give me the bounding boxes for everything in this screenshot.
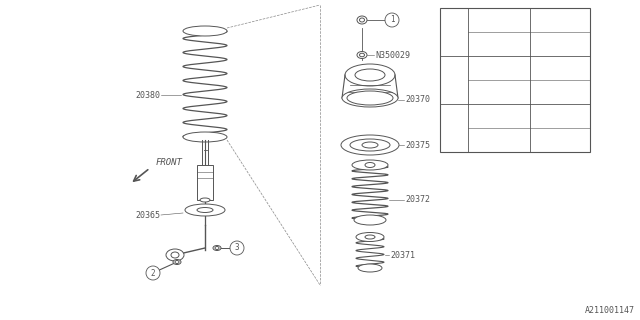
Ellipse shape xyxy=(171,252,179,258)
Ellipse shape xyxy=(345,64,395,86)
Text: FRONT: FRONT xyxy=(156,158,183,167)
Text: 3: 3 xyxy=(235,244,239,252)
Circle shape xyxy=(446,72,462,88)
Ellipse shape xyxy=(149,270,157,276)
Text: 1: 1 xyxy=(390,15,394,25)
Text: (1606- ): (1606- ) xyxy=(533,135,570,145)
Text: M000435: M000435 xyxy=(471,87,504,97)
Text: 20372: 20372 xyxy=(405,196,430,204)
Ellipse shape xyxy=(347,91,393,105)
Text: 20380: 20380 xyxy=(135,91,160,100)
Circle shape xyxy=(385,13,399,27)
Text: 20365: 20365 xyxy=(135,211,160,220)
Text: 20375: 20375 xyxy=(405,140,430,149)
Text: 20370: 20370 xyxy=(405,95,430,105)
Ellipse shape xyxy=(354,215,386,225)
Text: A211001147: A211001147 xyxy=(585,306,635,315)
Text: 20371: 20371 xyxy=(390,251,415,260)
Ellipse shape xyxy=(355,69,385,81)
Ellipse shape xyxy=(365,235,375,239)
Circle shape xyxy=(446,120,462,136)
Ellipse shape xyxy=(197,207,213,212)
Ellipse shape xyxy=(183,132,227,142)
Ellipse shape xyxy=(350,139,390,151)
Text: 2: 2 xyxy=(150,268,156,277)
Text: N350032: N350032 xyxy=(471,111,504,121)
Text: (1311- ): (1311- ) xyxy=(533,87,570,97)
Text: ( -1311): ( -1311) xyxy=(533,63,570,73)
Circle shape xyxy=(146,266,160,280)
Ellipse shape xyxy=(166,249,184,261)
Text: N350029: N350029 xyxy=(471,15,504,25)
Ellipse shape xyxy=(358,264,382,272)
Ellipse shape xyxy=(183,26,227,36)
Text: 3: 3 xyxy=(452,124,456,132)
Text: ( -1202): ( -1202) xyxy=(533,15,570,25)
Ellipse shape xyxy=(185,204,225,216)
Ellipse shape xyxy=(175,260,179,263)
Ellipse shape xyxy=(356,233,384,242)
Ellipse shape xyxy=(352,160,388,170)
Ellipse shape xyxy=(342,89,398,107)
Text: ( -1606): ( -1606) xyxy=(533,111,570,121)
Ellipse shape xyxy=(341,135,399,155)
Ellipse shape xyxy=(357,16,367,24)
Text: 1: 1 xyxy=(452,28,456,36)
Bar xyxy=(440,8,590,152)
Text: 2: 2 xyxy=(452,76,456,84)
Text: N350029: N350029 xyxy=(375,51,410,60)
Ellipse shape xyxy=(213,245,221,251)
Ellipse shape xyxy=(360,53,365,57)
Circle shape xyxy=(446,24,462,40)
Ellipse shape xyxy=(200,198,210,202)
Ellipse shape xyxy=(360,18,365,22)
Text: N37006: N37006 xyxy=(471,39,499,49)
Ellipse shape xyxy=(173,260,181,265)
Circle shape xyxy=(230,241,244,255)
Text: M000357: M000357 xyxy=(471,63,504,73)
Ellipse shape xyxy=(215,246,219,250)
Ellipse shape xyxy=(365,163,375,167)
Bar xyxy=(197,165,213,200)
Ellipse shape xyxy=(357,52,367,59)
Ellipse shape xyxy=(362,142,378,148)
Text: N350022: N350022 xyxy=(471,135,504,145)
Text: (1202- ): (1202- ) xyxy=(533,39,570,49)
